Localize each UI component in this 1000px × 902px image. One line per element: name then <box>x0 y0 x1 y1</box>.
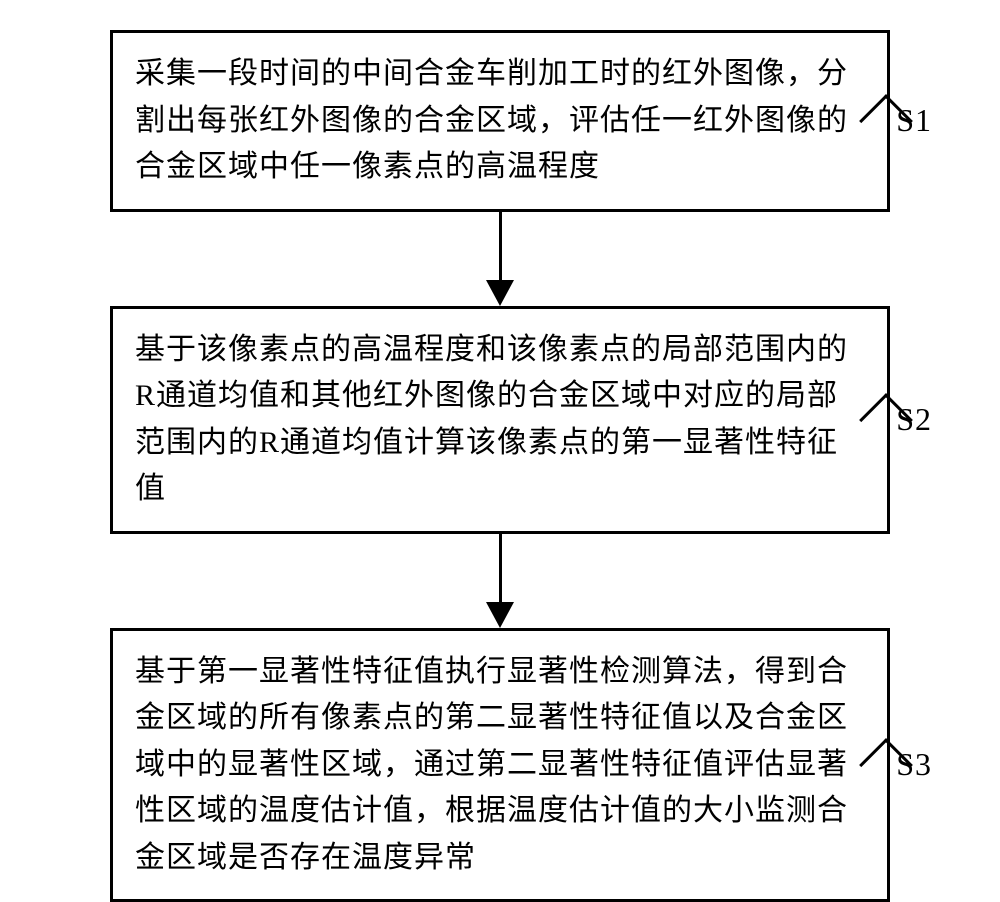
arrow-line-1 <box>499 212 502 280</box>
step-box-3: 基于第一显著性特征值执行显著性检测算法，得到合金区域的所有像素点的第二显著性特征… <box>110 628 890 902</box>
step-label-1: S1 <box>896 102 932 139</box>
arrow-head-icon <box>486 602 514 628</box>
arrow-2 <box>486 534 514 628</box>
arrow-head-icon <box>486 280 514 306</box>
step-text-2: 基于该像素点的高温程度和该像素点的局部范围内的R通道均值和其他红外图像的合金区域… <box>135 327 865 513</box>
step-box-1: 采集一段时间的中间合金车削加工时的红外图像，分割出每张红外图像的合金区域，评估任… <box>110 30 890 212</box>
flowchart-container: 采集一段时间的中间合金车削加工时的红外图像，分割出每张红外图像的合金区域，评估任… <box>0 0 1000 902</box>
step-label-3: S3 <box>896 746 932 783</box>
step-text-1: 采集一段时间的中间合金车削加工时的红外图像，分割出每张红外图像的合金区域，评估任… <box>135 51 865 191</box>
step-wrapper-1: 采集一段时间的中间合金车削加工时的红外图像，分割出每张红外图像的合金区域，评估任… <box>0 30 1000 212</box>
step-text-3: 基于第一显著性特征值执行显著性检测算法，得到合金区域的所有像素点的第二显著性特征… <box>135 649 865 882</box>
step-box-2: 基于该像素点的高温程度和该像素点的局部范围内的R通道均值和其他红外图像的合金区域… <box>110 306 890 534</box>
arrow-1 <box>486 212 514 306</box>
step-label-2: S2 <box>896 401 932 438</box>
step-wrapper-2: 基于该像素点的高温程度和该像素点的局部范围内的R通道均值和其他红外图像的合金区域… <box>0 306 1000 534</box>
step-wrapper-3: 基于第一显著性特征值执行显著性检测算法，得到合金区域的所有像素点的第二显著性特征… <box>0 628 1000 902</box>
arrow-line-2 <box>499 534 502 602</box>
